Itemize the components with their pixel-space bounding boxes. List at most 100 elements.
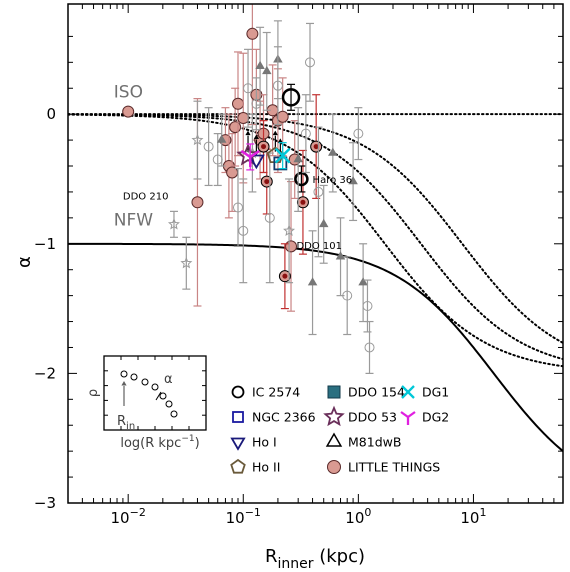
legend-label: DG2 (422, 410, 449, 425)
legend-label: DG1 (422, 385, 449, 400)
legend-marker-tri-magenta (400, 411, 416, 425)
gray-error-bar (365, 320, 374, 374)
legend-label: IC 2574 (252, 385, 300, 400)
gray-point-triangle (358, 277, 368, 286)
curve-label: NFW (114, 211, 153, 231)
gray-point-circle (251, 98, 262, 109)
legend-label: NGC 2366 (252, 410, 316, 425)
little-things-point (285, 240, 298, 253)
dg2-point (240, 149, 260, 167)
y-tick-label: 0 (46, 105, 56, 123)
gray-point-star (167, 217, 180, 230)
curve-label: ISO (114, 82, 143, 102)
ic2574-point (281, 88, 301, 107)
gray-error-bar (273, 46, 282, 126)
gray-point-star (191, 133, 204, 146)
gray-error-bar (305, 22, 314, 102)
inset-profile-point (151, 383, 159, 391)
little-things-point (237, 112, 250, 125)
gray-error-bar (182, 236, 191, 290)
little-things-point (231, 97, 244, 110)
y-tick-label: −1 (34, 235, 56, 253)
legend-label: DDO 53 (348, 410, 397, 425)
inset-profile-point (130, 373, 138, 381)
x-tick-label: 10−2 (111, 506, 146, 527)
nfw-curve (68, 242, 563, 452)
x-tick-label: 101 (460, 506, 486, 527)
gray-point-triangle (216, 134, 227, 143)
legend-marker-x-cyan (401, 385, 415, 399)
gray-error-bar (233, 168, 242, 247)
legend-marker-square-open-blue (232, 411, 244, 423)
iso-nfw-curve (68, 113, 563, 368)
y-axis-label: α (14, 256, 35, 268)
arrow-head (277, 138, 283, 143)
gray-error-bar (204, 107, 213, 187)
gray-point-circle (313, 186, 324, 197)
little-things-point-core (261, 144, 267, 150)
inset-x-label: log(R kpc−1) (120, 434, 199, 451)
legend: IC 2574 NGC 2366 Ho I Ho II DDO 154 DDO 53 M81… (230, 385, 449, 475)
y-tick-label: −3 (34, 494, 56, 512)
legend-marker-star-open (323, 405, 345, 427)
gray-point-circle (353, 128, 364, 139)
x-tick-label: 10−1 (226, 506, 261, 527)
gray-error-bar (244, 48, 253, 128)
gray-point-circle (304, 57, 315, 68)
gray-point-triangle (262, 65, 272, 75)
arrow-head (272, 130, 278, 136)
little-things-point-core (282, 273, 288, 279)
hoi-point (247, 154, 265, 170)
little-things-point (276, 110, 289, 123)
x-tick-label: 100 (345, 506, 371, 527)
x-axis-label: Rinner (kpc) (265, 546, 365, 572)
gray-error-bar (363, 279, 372, 333)
plot-area: ISO NFW DDO 210 Haro 36 DDO 101 (68, 4, 563, 452)
legend-marker-triangle-up-open (325, 432, 343, 447)
gray-point-triangle (293, 153, 303, 163)
gray-point-circle (364, 342, 375, 353)
legend-label: Ho I (252, 435, 277, 450)
gray-point-star (283, 224, 296, 236)
gray-error-bar (169, 210, 178, 238)
legend-label: LITTLE THINGS (348, 460, 440, 475)
little-things-point (191, 196, 204, 209)
galaxy-label: DDO 210 (123, 192, 169, 203)
gray-point-triangle (328, 147, 338, 156)
gray-error-bar (252, 77, 261, 131)
inset-panel: α Rin ρ log(R kpc−1) (86, 355, 207, 451)
axes: 10−2 10−1 100 101 0 −1 −2 −3 Rinner (kpc) α (14, 3, 564, 572)
inset-profile-point (120, 370, 128, 378)
arrow-head (253, 134, 259, 139)
legend-marker-pentagon-open (230, 458, 246, 474)
gray-point-circle (300, 128, 311, 139)
galaxy-label: Haro 36 (313, 175, 353, 186)
inset-arrow-head (121, 381, 127, 386)
gray-point-circle (232, 202, 243, 213)
gray-point-circle (203, 141, 214, 152)
little-things-point-core (313, 144, 319, 150)
little-things-point-core (300, 199, 306, 205)
gray-point-circle (362, 300, 373, 311)
gray-point-triangle (335, 251, 346, 260)
arrow-head (245, 130, 251, 136)
gray-point-triangle (348, 176, 358, 185)
inset-profile-point (141, 378, 149, 386)
dg1-point (274, 147, 291, 164)
inset-slope-label: α (164, 372, 173, 387)
gray-point-triangle (307, 277, 318, 286)
little-things-point (246, 27, 259, 40)
legend-marker-square-filled-teal (327, 385, 341, 399)
gray-error-bar (285, 178, 294, 284)
little-things-point-core (264, 179, 270, 185)
gray-error-bar (239, 178, 248, 284)
legend-label: DDO 154 (348, 385, 405, 400)
inset-profile-point (159, 392, 167, 400)
little-things-point (122, 105, 135, 118)
gray-point-circle (264, 212, 275, 223)
gray-point-star (180, 256, 193, 269)
gray-error-bar (354, 107, 363, 161)
gray-point-circle (272, 80, 283, 91)
y-tick-label: −2 (34, 364, 56, 382)
